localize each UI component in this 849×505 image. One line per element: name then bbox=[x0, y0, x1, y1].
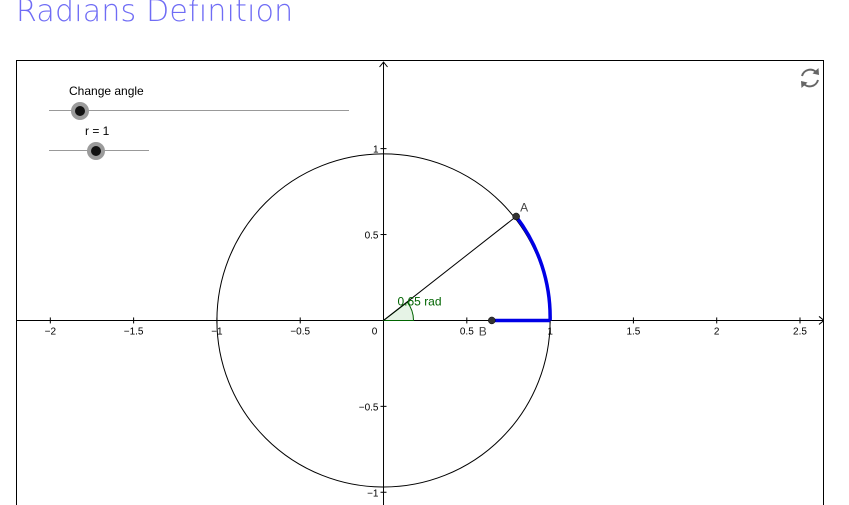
origin-label: 0 bbox=[372, 326, 378, 337]
point-a bbox=[512, 212, 520, 221]
x-tick-label: 0.5 bbox=[460, 326, 474, 337]
x-tick-label: −1.5 bbox=[124, 326, 144, 337]
change-angle-slider-handle[interactable] bbox=[71, 102, 89, 120]
geogebra-applet[interactable]: −2 −1.5 −1 −0.5 0.5 1 1.5 2 2.5 0 −1 −0.5 0.5 1 0.65 r… bbox=[16, 60, 824, 505]
radius-slider-handle[interactable] bbox=[87, 142, 105, 160]
point-b-label: B bbox=[479, 324, 487, 338]
graph-view[interactable]: −2 −1.5 −1 −0.5 0.5 1 1.5 2 2.50−1−0.50.510.65 r… bbox=[17, 61, 824, 505]
y-tick-label: −1 bbox=[367, 488, 379, 499]
x-tick-label: 2.5 bbox=[793, 326, 807, 337]
x-tick-label: 1.5 bbox=[626, 326, 640, 337]
angle-label: 0.65 rad bbox=[398, 294, 442, 308]
page-title: Radians Definition bbox=[16, 0, 294, 29]
point-b bbox=[488, 316, 496, 325]
change-angle-label: Change angle bbox=[69, 84, 144, 98]
y-tick-label: −0.5 bbox=[359, 402, 379, 413]
change-angle-track[interactable] bbox=[49, 110, 349, 111]
reset-icon bbox=[801, 68, 819, 88]
x-tick-label: −2 bbox=[45, 326, 57, 337]
y-axis-arrow bbox=[379, 61, 388, 68]
reset-button[interactable] bbox=[797, 65, 823, 91]
arc-length bbox=[514, 215, 552, 321]
point-a-label: A bbox=[520, 200, 528, 214]
x-tick-label: 2 bbox=[714, 326, 720, 337]
x-tick-label: 1 bbox=[547, 326, 553, 337]
x-tick-label: −0.5 bbox=[290, 326, 310, 337]
y-tick-label: 1 bbox=[373, 145, 379, 156]
x-axis-arrow bbox=[818, 316, 823, 325]
radius-line bbox=[383, 216, 517, 321]
y-tick-label: 0.5 bbox=[365, 231, 379, 242]
radius-slider-label: r = 1 bbox=[85, 124, 110, 138]
